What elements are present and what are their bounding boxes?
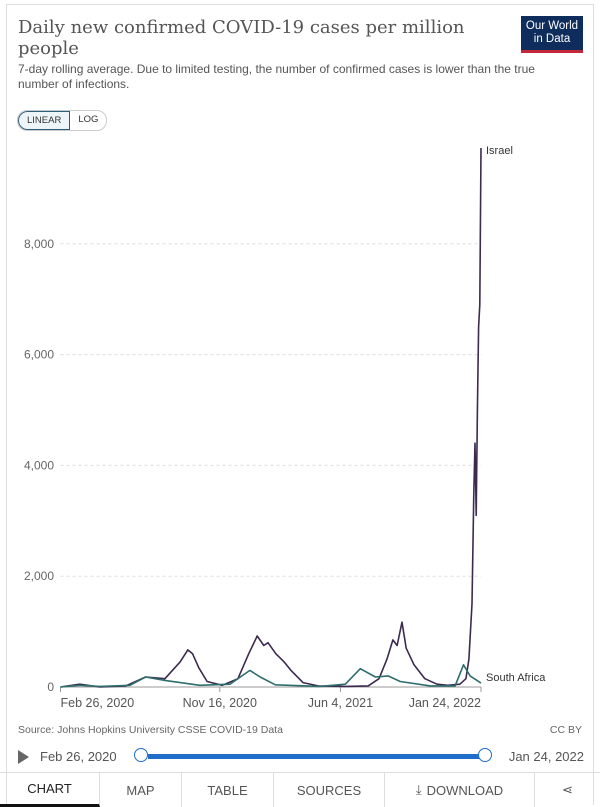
x-tick-label: Feb 26, 2020 (61, 696, 135, 710)
timeline: Feb 26, 2020 Jan 24, 2022 (18, 747, 584, 767)
series-label[interactable]: South Africa (486, 672, 546, 684)
y-tick-label: 8,000 (24, 237, 54, 251)
scale-toggle: LINEAR LOG (17, 110, 108, 131)
share-button[interactable]: ⋖ (535, 773, 600, 807)
series-line-israel[interactable] (60, 147, 482, 688)
chart-frame (6, 4, 594, 805)
tab-bar: CHART MAP TABLE SOURCES ⤓ DOWNLOAD ⋖ (0, 772, 600, 807)
tab-download[interactable]: ⤓ DOWNLOAD (385, 773, 535, 807)
linear-button[interactable]: LINEAR (18, 111, 71, 130)
y-tick-label: 4,000 (24, 458, 54, 472)
timeline-end: Jan 24, 2022 (508, 749, 584, 764)
timeline-track[interactable] (148, 754, 485, 759)
x-tick-label: Jan 24, 2022 (409, 696, 481, 710)
y-tick-label: 6,000 (24, 348, 54, 362)
y-tick-label: 2,000 (24, 569, 54, 583)
timeline-end-handle[interactable] (478, 748, 492, 762)
y-tick-label: 0 (47, 680, 54, 694)
series-line-south-africa[interactable] (60, 664, 482, 688)
tab-map[interactable]: MAP (100, 773, 182, 807)
timeline-start-handle[interactable] (134, 748, 148, 762)
chart-subtitle: 7-day rolling average. Due to limited te… (18, 62, 535, 91)
x-tick-label: Nov 16, 2020 (183, 696, 257, 710)
x-tick-label: Jun 4, 2021 (308, 696, 373, 710)
play-icon[interactable] (18, 750, 29, 764)
timeline-start: Feb 26, 2020 (40, 749, 117, 764)
owid-logo[interactable]: Our World in Data (521, 16, 583, 53)
tab-sources[interactable]: SOURCES (274, 773, 385, 807)
line-chart: 0 2,000 4,000 6,000 8,000 Feb 26, 2020 Nov 16,… (24, 145, 546, 710)
tab-table[interactable]: TABLE (182, 773, 274, 807)
series-label[interactable]: Israel (486, 145, 513, 157)
source-note[interactable]: Source: Johns Hopkins University CSSE CO… (18, 724, 283, 736)
share-icon: ⋖ (562, 782, 573, 797)
chart-title: Daily new confirmed COVID-19 cases per m… (18, 17, 465, 59)
license[interactable]: CC BY (549, 724, 582, 736)
tab-chart[interactable]: CHART (0, 773, 100, 807)
download-icon: ⤓ (415, 782, 422, 797)
log-button[interactable]: LOG (78, 114, 99, 125)
